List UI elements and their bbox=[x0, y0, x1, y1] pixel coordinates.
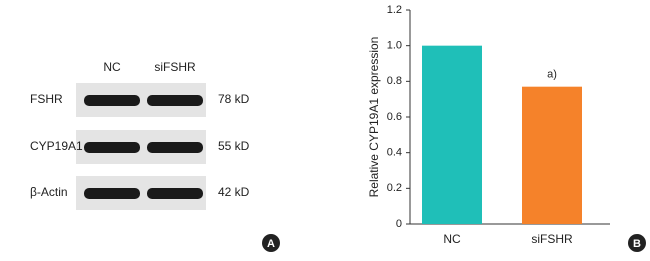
blot-band bbox=[84, 188, 140, 199]
blot-band bbox=[147, 95, 203, 106]
blot-band bbox=[84, 95, 140, 106]
panel-badge bbox=[628, 234, 646, 252]
panel-badge bbox=[262, 234, 280, 252]
y-tick-label: 0 bbox=[396, 218, 402, 230]
blot-band bbox=[84, 142, 140, 153]
lane-label: NC bbox=[103, 60, 121, 74]
protein-label: FSHR bbox=[30, 92, 63, 106]
blot-band bbox=[147, 142, 203, 153]
size-label: 55 kD bbox=[218, 139, 250, 153]
panel-label: B bbox=[633, 238, 641, 250]
bar bbox=[522, 86, 582, 224]
annotation: a) bbox=[547, 69, 557, 81]
x-tick-label: siFSHR bbox=[531, 232, 573, 246]
y-tick-label: 1.0 bbox=[387, 40, 402, 52]
lane-label: siFSHR bbox=[154, 60, 196, 74]
size-label: 78 kD bbox=[218, 92, 250, 106]
y-tick-label: 0.8 bbox=[387, 75, 402, 87]
bar bbox=[422, 45, 482, 224]
protein-label: CYP19A1 bbox=[30, 139, 83, 153]
blot-band bbox=[147, 188, 203, 199]
y-tick-label: 1.2 bbox=[387, 4, 402, 16]
protein-label: β-Actin bbox=[30, 185, 68, 199]
panel-label: A bbox=[267, 238, 275, 250]
size-label: 42 kD bbox=[218, 185, 250, 199]
y-tick-label: 0.6 bbox=[387, 111, 402, 123]
panel-b-label: B bbox=[628, 234, 646, 252]
y-tick-label: 0.2 bbox=[387, 182, 402, 194]
x-tick-label: NC bbox=[443, 232, 461, 246]
panel-a-label: A bbox=[262, 234, 280, 252]
y-tick-label: 0.4 bbox=[387, 147, 402, 159]
y-axis-label: Relative CYP19A1 expression bbox=[367, 37, 381, 198]
